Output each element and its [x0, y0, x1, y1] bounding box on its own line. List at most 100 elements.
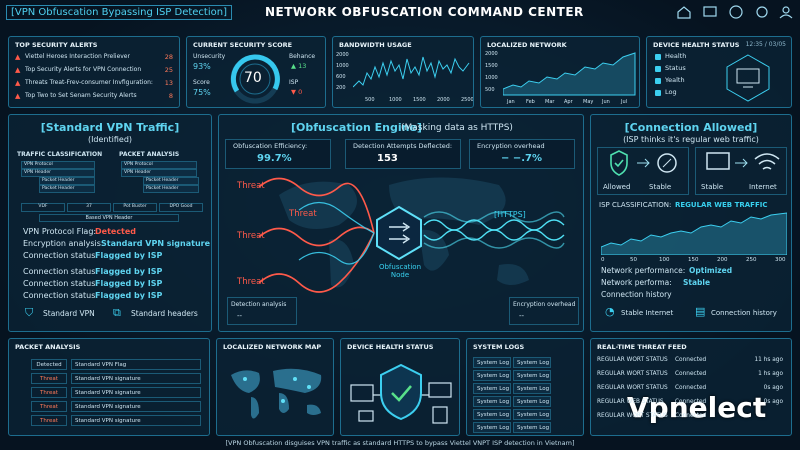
bandwidth-panel: BANDWIDTH USAGE 2000 1000 600 200 500 1000 150…: [332, 36, 474, 108]
engine-panel: [Obfuscation Engine] (Masking data as HT…: [218, 114, 584, 332]
logs-panel: SYSTEM LOGS System Log System Log System L…: [466, 338, 584, 436]
node-label: Obfuscation Node: [378, 263, 422, 279]
bandwidth-graph: [353, 56, 470, 88]
isp-classification-value: REGULAR WEB TRAFFIC: [675, 201, 768, 209]
status-value: Flagged by ISP: [95, 279, 163, 288]
header-tag: [VPN Obfuscation Bypassing ISP Detection…: [6, 5, 232, 20]
icon-label: Stable: [649, 183, 672, 191]
history-icon: ▤: [695, 305, 706, 318]
feed-cell: 11 hs ago: [754, 357, 783, 363]
health-panel: DEVICE HEALTH STATUS: [340, 338, 460, 436]
threat-label: Threat: [237, 231, 265, 241]
foot-value: --: [237, 312, 243, 320]
fact-label: Network performa:: [601, 278, 672, 287]
engine-title: [Obfuscation Engine]: [291, 121, 422, 134]
alert-text: Viettel Heroes Interaction Preliever: [25, 53, 130, 60]
score-panel: CURRENT SECURITY SCORE 70 Unsecurity 93% S…: [186, 36, 326, 108]
bar-cell: DPO Good: [159, 203, 203, 212]
stat-value: 153: [377, 153, 398, 164]
x-tick-label: Jan: [507, 99, 515, 105]
device-panel: DEVICE HEALTH STATUS 12:35 / 03/05 Healt…: [646, 36, 792, 108]
alert-icon: ▲: [15, 53, 21, 61]
x-tick-label: 100: [659, 257, 670, 263]
network-icon: ⧉: [113, 306, 121, 319]
stat-label: Detection Attempts Deflected:: [353, 142, 453, 150]
status-dot: [655, 90, 661, 96]
x-tick-label: 250: [746, 257, 757, 263]
foot-value: --: [519, 312, 525, 320]
badge: Connection history: [711, 309, 777, 317]
feed-cell: Connected: [675, 399, 707, 405]
alert-text: Top Security Alerts for VPN Connection: [25, 66, 142, 73]
log-cell: System Log: [473, 383, 511, 394]
user-icon[interactable]: [782, 6, 790, 14]
y-tick-label: 1000: [336, 63, 349, 69]
alert-count: 28: [164, 53, 173, 61]
icon-label: Internet: [749, 183, 777, 191]
fact-value: Standard VPN signature: [101, 239, 211, 248]
score-value: 75%: [193, 88, 211, 97]
fact-value: Flagged by ISP: [95, 251, 163, 260]
x-tick-label: 2500: [461, 97, 474, 103]
x-tick-label: Jun: [602, 99, 610, 105]
log-cell: System Log: [513, 396, 551, 407]
device-item: Health: [665, 52, 687, 60]
feed-cell: 0s ago: [763, 385, 783, 391]
fact-label: Connection status:: [23, 251, 99, 260]
panel-title: SYSTEM LOGS: [473, 343, 525, 351]
panel-title: LOCALIZED NETWORK: [487, 41, 567, 49]
status-label: Connection status:: [23, 267, 99, 276]
stat-value: − −.7%: [501, 153, 543, 164]
shield-icon: ⛉: [25, 306, 34, 319]
watermark: Vpnelect: [627, 391, 767, 424]
fact-label: Network performance:: [601, 266, 686, 275]
device-icon: [726, 54, 770, 102]
packet-desc: Standard VPN signature: [71, 387, 201, 398]
y-tick-label: 200: [336, 85, 346, 91]
x-tick-label: 200: [717, 257, 728, 263]
alert-count: 13: [164, 79, 173, 87]
status-dot: [655, 54, 661, 60]
home-icon[interactable]: [677, 6, 691, 19]
fact-label: Encryption analysis:: [23, 239, 104, 248]
settings-icon[interactable]: [756, 6, 768, 18]
alert-text: Top Two to Set Senam Security Alerts: [25, 92, 137, 99]
vpn-title: [Standard VPN Traffic]: [40, 121, 180, 134]
packet-desc: Standard VPN signature: [71, 415, 201, 426]
badge: Standard headers: [131, 309, 198, 318]
feed-cell: REGULAR WORT STATUS: [597, 413, 668, 419]
panel-title: REAL-TIME THREAT FEED: [597, 343, 687, 351]
feed-cell: Connected: [675, 385, 707, 391]
score-value: 93%: [193, 62, 211, 71]
header-title: NETWORK OBFUSCATION COMMAND CENTER: [265, 5, 584, 19]
bar-footer: Based VPN Header: [39, 214, 179, 222]
threat-label: Threat: [237, 277, 265, 287]
allowed-title: [Connection Allowed]: [624, 121, 758, 134]
log-cell: System Log: [473, 370, 511, 381]
status-label: Connection status:: [23, 291, 99, 300]
monitor-icon[interactable]: [703, 6, 717, 17]
device-item: Log: [665, 88, 677, 96]
map-graphic: [231, 368, 322, 419]
traffic-graph: [601, 212, 787, 255]
clock-icon[interactable]: [729, 5, 743, 19]
stat-label: Encryption overhead: [477, 142, 545, 150]
panel-title: CURRENT SECURITY SCORE: [193, 41, 293, 49]
log-cell: System Log: [473, 422, 511, 433]
x-tick-label: 500: [365, 97, 375, 103]
score-label: Score: [193, 79, 210, 86]
icon-box: [695, 147, 787, 195]
footer: [VPN Obfuscation disguises VPN traffic a…: [225, 439, 575, 447]
packet-row: Packet Header: [143, 177, 199, 185]
panel-title: DEVICE HEALTH STATUS: [653, 41, 740, 49]
classification-row: VPN Header: [21, 169, 95, 177]
stat-value: 99.7%: [257, 153, 292, 164]
fact-value: Stable: [683, 278, 711, 287]
gauge-icon: ◔: [605, 305, 615, 318]
gauge-value: 70: [244, 70, 262, 86]
packet-row: Packet Header: [143, 185, 199, 193]
packet-desc: Standard VPN Flag: [71, 359, 201, 370]
stat-label: Obfuscation Efficiency:: [233, 142, 308, 150]
packet-tag: Threat: [31, 373, 67, 384]
